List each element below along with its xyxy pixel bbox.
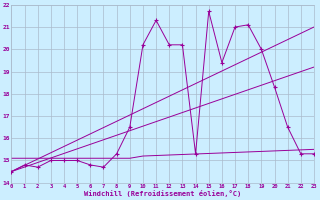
X-axis label: Windchill (Refroidissement éolien,°C): Windchill (Refroidissement éolien,°C) [84, 190, 241, 197]
